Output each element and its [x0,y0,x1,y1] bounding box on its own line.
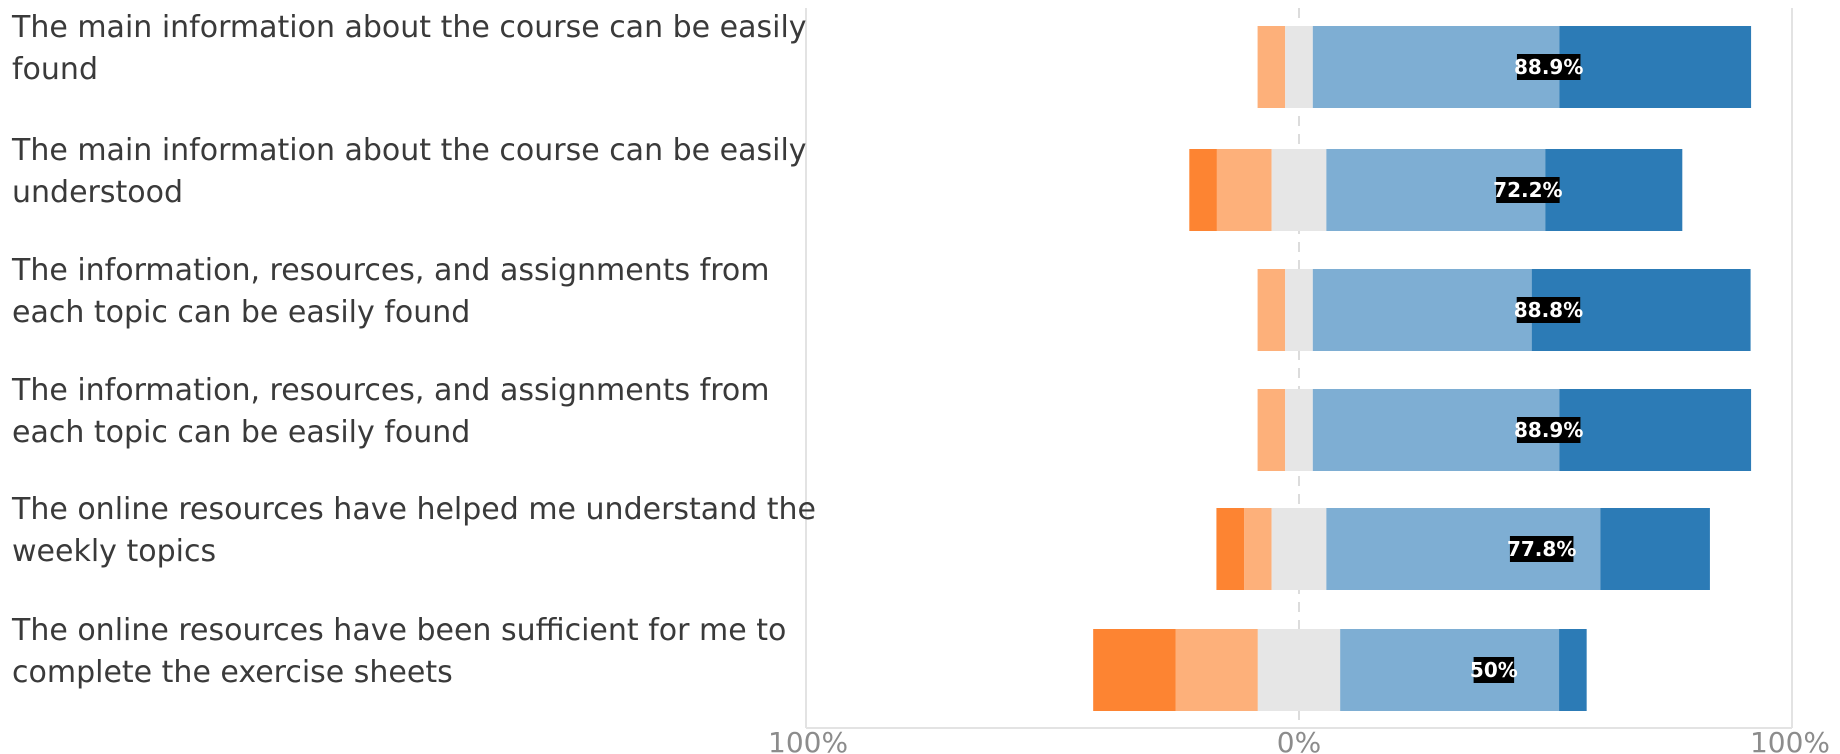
bar-segment [1216,508,1245,590]
question-label: The main information about the course ca… [11,133,807,168]
bar-segment [1285,269,1313,351]
bar-segment [1285,389,1313,471]
bar-segment [1559,629,1587,711]
question-label: The online resources have helped me unde… [11,492,816,527]
bar-segment [1257,269,1286,351]
bar-segment [1189,149,1217,231]
question-label: The information, resources, and assignme… [11,253,769,288]
data-label-background [1509,536,1574,562]
bar-segment [1545,149,1683,231]
x-axis-ticks: 100% 0% 100% [768,726,1830,754]
bar-segment [1257,629,1341,711]
bar-segment [1175,629,1258,711]
question-label: The information, resources, and assignme… [11,373,769,408]
bar-segment [1312,269,1532,351]
data-label-background [1496,177,1560,203]
bar-segment [1285,26,1313,108]
question-label: each topic can be easily found [12,415,470,450]
bar-segment [1340,629,1560,711]
data-label: 50% [1470,658,1518,682]
question-label: The main information about the course ca… [11,10,807,45]
bar-segment [1093,629,1176,711]
data-label-background [1516,417,1581,443]
bar-segment [1257,389,1286,471]
data-label: 77.8% [1507,537,1576,561]
bar-segment [1271,508,1327,590]
data-label-background [1516,297,1581,323]
x-tick-label: 0% [1277,726,1321,754]
bar-segment [1559,26,1752,108]
question-labels: The main information about the course ca… [11,10,816,690]
data-labels: 88.9% 72.2% 88.8% 88.9% 77.8% 50% [1470,54,1583,683]
question-label: complete the exercise sheets [12,655,453,690]
data-label: 88.8% [1514,298,1583,322]
x-tick-label: 100% [768,726,848,754]
question-label: understood [12,175,183,210]
data-label-background [1516,54,1581,80]
bar-segment [1216,149,1272,231]
bar-segment [1600,508,1710,590]
bar-segment [1244,508,1272,590]
bar-segments [1093,26,1752,711]
data-label-background [1473,657,1515,683]
grid-lines [805,8,1793,729]
question-label: found [12,52,98,87]
bar-segment [1257,26,1286,108]
question-label: each topic can be easily found [12,295,470,330]
data-label: 72.2% [1493,178,1562,202]
data-label: 88.9% [1514,55,1583,79]
data-label: 88.9% [1514,418,1583,442]
question-label: weekly topics [12,534,216,569]
question-label: The online resources have been sufficien… [11,613,786,648]
bar-segment [1559,389,1752,471]
bar-segment [1271,149,1327,231]
x-tick-label: 100% [1750,726,1830,754]
